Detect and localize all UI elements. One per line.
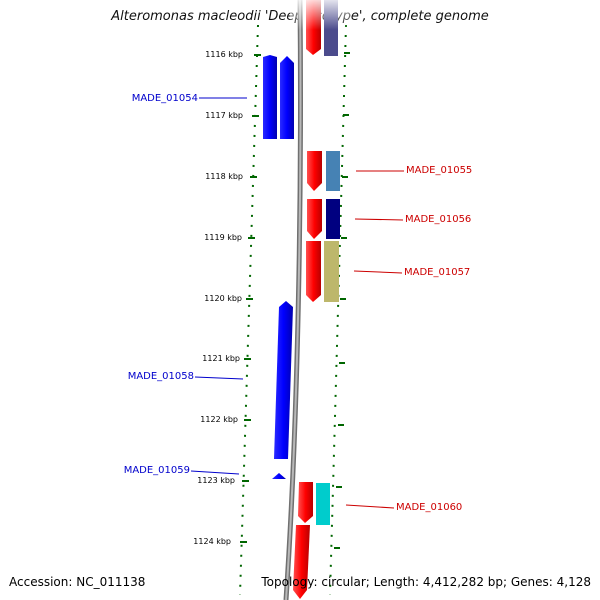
gene-made-01059[interactable]: [272, 473, 286, 479]
cog-box-made-01060: [316, 483, 330, 525]
tick-label-1124: 1124 kbp: [193, 537, 231, 546]
right-ticks: [334, 52, 350, 549]
left-ticks: [240, 54, 261, 543]
gene-made-01056[interactable]: [307, 199, 322, 239]
gene-made-01057[interactable]: [306, 241, 321, 302]
tick-label-1118: 1118 kbp: [205, 172, 243, 181]
label-made-01055[interactable]: MADE_01055: [406, 165, 472, 176]
label-made-01057[interactable]: MADE_01057: [404, 267, 470, 278]
gene-made-01054-a[interactable]: [263, 55, 277, 139]
cog-box-made-01056: [326, 199, 340, 239]
gene-made-01055[interactable]: [307, 151, 322, 191]
label-made-01058[interactable]: MADE_01058: [128, 371, 194, 382]
gene-made-01054-b[interactable]: [280, 56, 294, 139]
tick-label-1117: 1117 kbp: [205, 111, 243, 120]
tick-label-1123: 1123 kbp: [197, 476, 235, 485]
gene-forward-bottom[interactable]: [293, 525, 310, 599]
label-made-01059[interactable]: MADE_01059: [124, 465, 190, 476]
topology-text: Topology: circular; Length: 4,412,282 bp…: [261, 575, 591, 589]
tick-label-1122: 1122 kbp: [200, 415, 238, 424]
gene-made-01060[interactable]: [298, 482, 313, 523]
tick-label-1120: 1120 kbp: [204, 294, 242, 303]
cog-boxes: [316, 0, 340, 525]
tick-label-1119: 1119 kbp: [204, 233, 242, 242]
accession-text: Accession: NC_011138: [9, 575, 146, 589]
label-made-01054[interactable]: MADE_01054: [132, 93, 198, 104]
right-ruler: [329, 24, 347, 596]
cog-box-made-01055: [326, 151, 340, 191]
cog-box-made-01057: [324, 241, 339, 302]
label-made-01056[interactable]: MADE_01056: [405, 214, 471, 225]
tick-label-1116: 1116 kbp: [205, 50, 243, 59]
tick-label-1121: 1121 kbp: [202, 354, 240, 363]
label-made-01060[interactable]: MADE_01060: [396, 502, 462, 513]
gene-made-01058[interactable]: [274, 301, 293, 459]
reverse-strand-genes: [263, 55, 294, 479]
